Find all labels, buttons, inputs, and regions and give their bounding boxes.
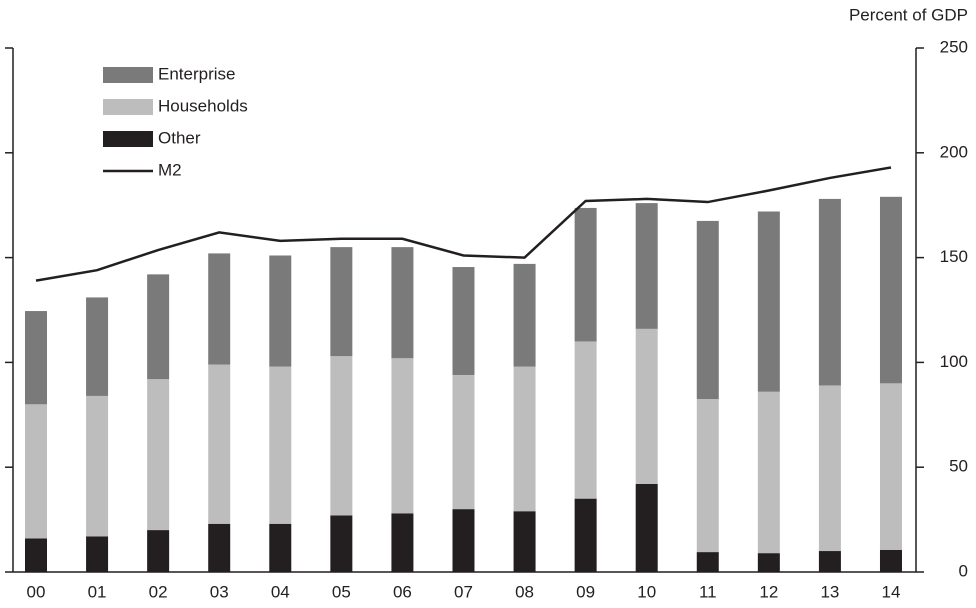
bar-segment	[452, 374, 475, 510]
bar-segment	[452, 509, 475, 572]
bar-segment	[330, 247, 353, 357]
legend-swatch	[103, 99, 153, 115]
bar-segment	[391, 358, 414, 514]
x-tick-label: 01	[88, 582, 107, 601]
bar-segment	[818, 198, 841, 386]
axis-label: Percent of GDP	[849, 5, 968, 24]
bar-segment	[391, 247, 414, 359]
x-tick-label: 07	[454, 582, 473, 601]
bar-segment	[513, 511, 536, 572]
bar-segment	[86, 536, 109, 572]
bar-segment	[25, 311, 47, 405]
bar-segment	[147, 379, 170, 531]
bar-segment	[391, 513, 414, 572]
bar-segment	[757, 553, 780, 572]
bar-segment	[86, 395, 109, 537]
x-tick-label: 13	[820, 582, 839, 601]
bar-segment	[635, 328, 658, 484]
legend-swatch	[103, 131, 153, 147]
bar-segment	[86, 297, 109, 396]
bar-segment	[879, 196, 902, 384]
x-tick-label: 00	[27, 582, 46, 601]
bar-segment	[757, 391, 780, 554]
bar-segment	[330, 515, 353, 572]
x-tick-label: 11	[699, 582, 717, 601]
bar-segment	[269, 523, 292, 572]
legend-swatch	[103, 67, 153, 83]
y-tick-label: 250	[940, 37, 968, 56]
bar-segment	[635, 203, 658, 329]
y-tick-label: 50	[949, 457, 968, 476]
bar-segment	[696, 220, 719, 400]
x-tick-label: 09	[576, 582, 595, 601]
bar-segment	[696, 552, 719, 572]
bar-segment	[208, 364, 231, 524]
x-tick-label: 02	[149, 582, 168, 601]
y-tick-label: 200	[940, 142, 968, 161]
bar-segment	[269, 255, 292, 367]
bar-segment	[147, 274, 170, 380]
bar-segment	[25, 404, 47, 539]
bar-segment	[879, 549, 902, 572]
x-tick-label: 03	[210, 582, 229, 601]
y-tick-label: 0	[959, 561, 968, 580]
x-tick-label: 06	[393, 582, 412, 601]
bar-segment	[574, 341, 597, 499]
bar-segment	[513, 366, 536, 512]
bar-segment	[25, 538, 47, 572]
bar-segment	[818, 551, 841, 572]
y-tick-label: 150	[940, 247, 968, 266]
bar-segment	[696, 399, 719, 553]
y-tick-label: 100	[940, 352, 968, 371]
bar-segment	[269, 366, 292, 524]
bar-segment	[513, 263, 536, 367]
bar-segment	[574, 207, 597, 342]
x-tick-label: 04	[271, 582, 290, 601]
bar-segment	[818, 385, 841, 552]
legend-label: M2	[158, 160, 182, 179]
legend-label: Households	[158, 96, 248, 115]
bar-segment	[879, 383, 902, 550]
bar-segment	[208, 523, 231, 572]
x-tick-label: 14	[882, 582, 901, 601]
x-tick-label: 05	[332, 582, 351, 601]
x-tick-label: 08	[515, 582, 534, 601]
bar-segment	[635, 483, 658, 572]
bar-segment	[452, 267, 475, 375]
legend-label: Enterprise	[158, 64, 235, 83]
bar-segment	[757, 211, 780, 392]
bar-segment	[330, 356, 353, 516]
x-tick-label: 12	[759, 582, 778, 601]
line	[35, 166, 892, 282]
bar-segment	[574, 498, 597, 572]
bar-segment	[147, 530, 170, 572]
bar-segment	[208, 253, 231, 365]
legend-label: Other	[158, 128, 201, 147]
x-tick-label: 10	[637, 582, 656, 601]
